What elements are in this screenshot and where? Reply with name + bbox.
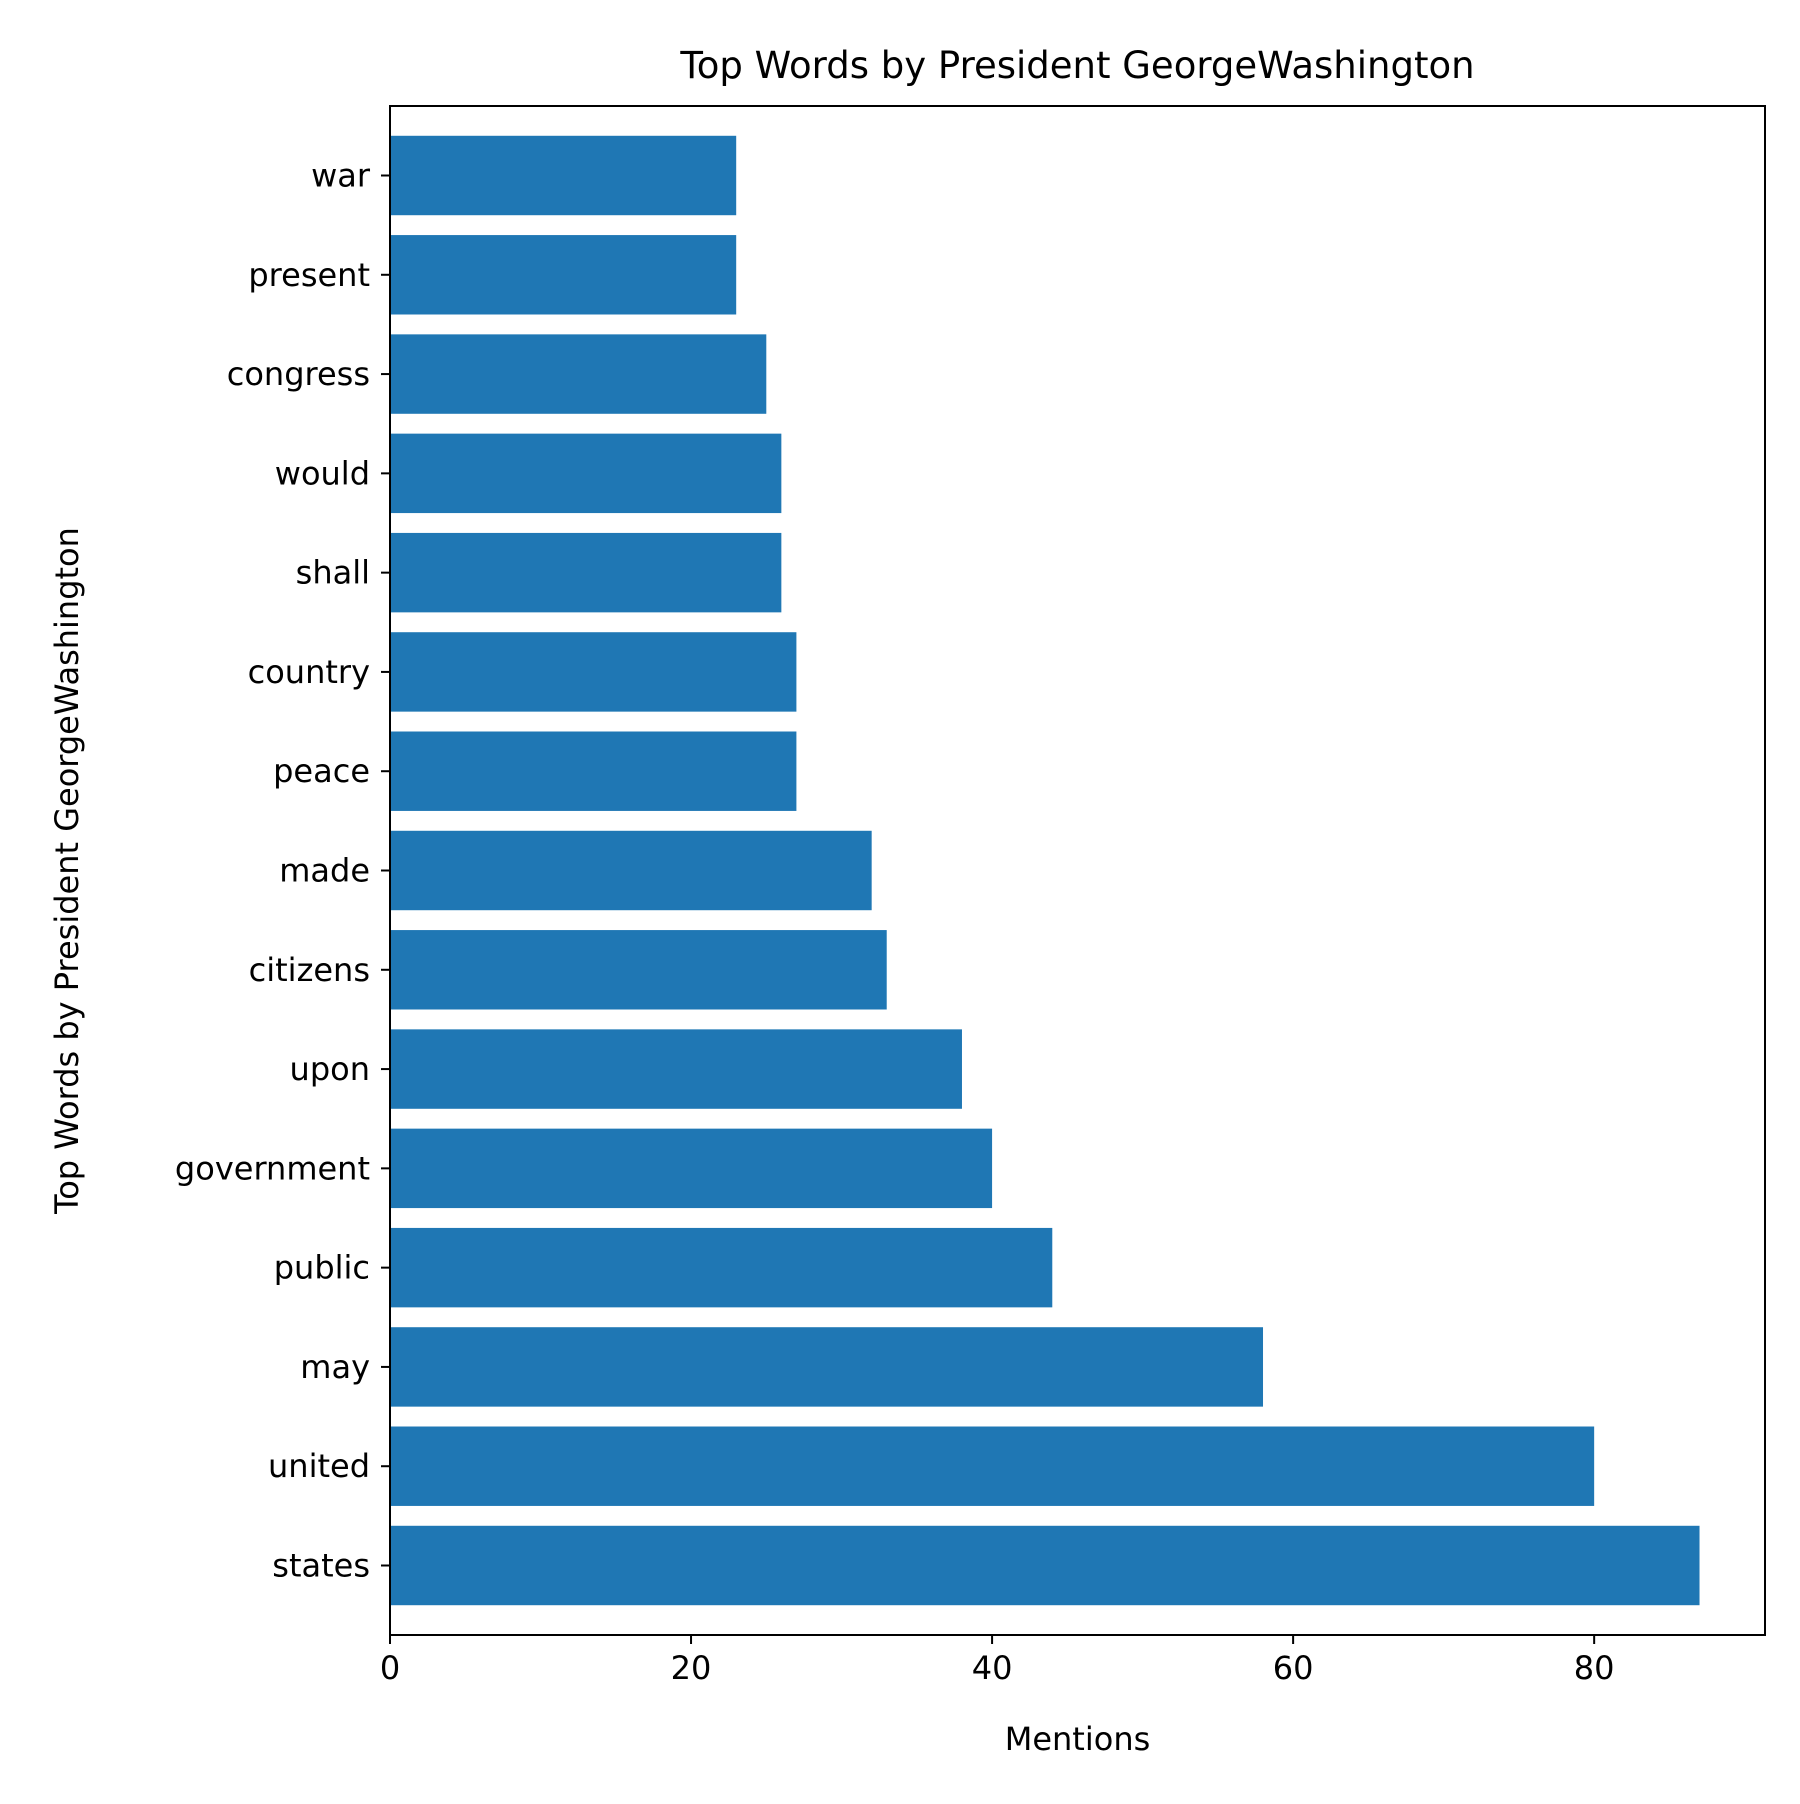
chart-title: Top Words by President GeorgeWashington	[679, 44, 1474, 87]
x-tick-label: 40	[972, 1649, 1013, 1687]
y-tick-label: citizens	[249, 951, 370, 989]
bars-group	[390, 135, 1700, 1606]
x-tick-label: 20	[671, 1649, 712, 1687]
y-tick-label: present	[248, 256, 370, 294]
bar-public	[390, 1227, 1053, 1308]
bar-government	[390, 1128, 993, 1209]
bar-made	[390, 830, 872, 911]
y-axis-label: Top Words by President GeorgeWashington	[48, 527, 86, 1215]
y-tick-label: shall	[296, 554, 370, 592]
bar-upon	[390, 1029, 962, 1109]
bar-country	[390, 632, 797, 712]
y-tick-label: congress	[227, 355, 370, 393]
x-tick-label: 0	[380, 1649, 400, 1687]
plot-area-frame	[389, 105, 1766, 1636]
x-axis-ticks: 0 20 40 60 80	[380, 1635, 1615, 1687]
bar-may	[390, 1327, 1264, 1407]
y-tick-label: would	[275, 454, 370, 492]
bar-states	[390, 1525, 1700, 1606]
bar-shall	[390, 532, 782, 613]
x-tick-label: 80	[1574, 1649, 1615, 1687]
y-tick-label: country	[248, 653, 370, 691]
x-tick-label: 60	[1273, 1649, 1314, 1687]
bar-congress	[390, 334, 767, 414]
y-tick-label: made	[279, 852, 370, 890]
bar-peace	[390, 731, 797, 811]
y-axis-ticks: states united may public government upon citiz…	[175, 157, 390, 1585]
y-tick-label: may	[300, 1348, 370, 1386]
y-tick-label: peace	[273, 752, 370, 790]
bar-citizens	[390, 930, 887, 1010]
bar-present	[390, 235, 737, 315]
y-tick-label: public	[274, 1249, 370, 1287]
bar-would	[390, 433, 782, 514]
y-tick-label: government	[175, 1149, 370, 1187]
bar-war	[390, 135, 737, 216]
y-tick-label: war	[311, 157, 371, 195]
bar-united	[390, 1426, 1595, 1506]
y-tick-label: states	[272, 1547, 370, 1585]
y-tick-label: upon	[290, 1050, 370, 1088]
y-tick-label: united	[268, 1447, 370, 1485]
x-axis-label: Mentions	[1005, 1720, 1151, 1758]
